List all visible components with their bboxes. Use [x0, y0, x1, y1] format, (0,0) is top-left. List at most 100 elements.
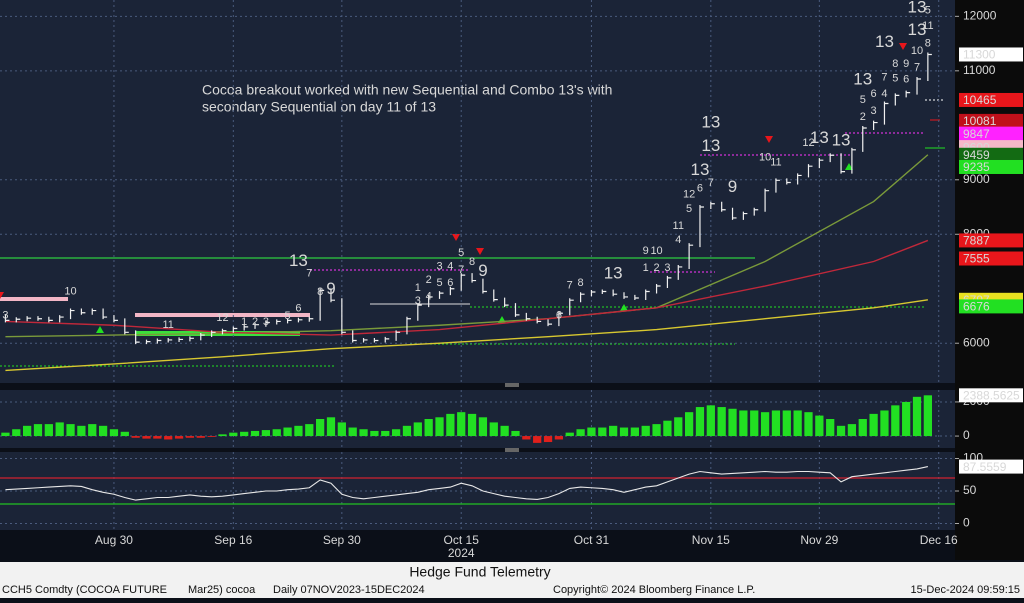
td-count: 3 [415, 295, 421, 307]
panel-handle [505, 448, 519, 452]
histogram-bar [337, 422, 346, 437]
price-bar [862, 126, 867, 152]
td-count: 10 [650, 245, 662, 257]
footer-band [0, 562, 1024, 598]
price-tag-bg [959, 147, 1023, 162]
histogram-bar [109, 429, 119, 437]
td-count: 4 [426, 290, 432, 302]
td-count: 4 [675, 234, 681, 246]
sell-arrow [0, 292, 4, 299]
sell-arrow [476, 248, 484, 255]
histogram-bar [793, 410, 802, 437]
y-tick-label: 12000 [963, 9, 997, 23]
price-tag: 6676 [963, 300, 990, 314]
histogram-bar [869, 413, 878, 437]
histogram-bar [218, 434, 227, 437]
histogram-bar [207, 436, 216, 437]
oscillator-line [5, 466, 928, 501]
td-count: 12 [683, 188, 695, 200]
td-count: 5 [436, 277, 442, 289]
panel-handle [505, 383, 519, 387]
histogram-bar [185, 436, 195, 438]
x-tick-label: Oct 15 [444, 533, 480, 547]
price-bar [341, 298, 346, 335]
price-bar [786, 178, 791, 185]
histogram-bar [316, 419, 325, 437]
x-tick-label: Sep 16 [214, 533, 252, 547]
td-count: 7 [306, 267, 312, 279]
histogram-bar [684, 412, 694, 437]
td-count: 3 [2, 309, 8, 321]
timestamp: 15-Dec-2024 09:59:15 [911, 584, 1020, 596]
histogram-bar [467, 413, 477, 437]
price-bar [417, 303, 422, 321]
histogram-bar [804, 412, 813, 437]
price-bar [69, 308, 75, 320]
x-tick-label: Aug 30 [95, 533, 133, 547]
price-bar [677, 264, 683, 280]
histogram-bar [858, 419, 867, 437]
price-tag-bg [959, 159, 1023, 174]
price-bar [818, 158, 824, 169]
td-count: 8 [317, 286, 323, 298]
price-bar [200, 333, 205, 341]
contract: Mar25) cocoa [188, 584, 256, 596]
y-tick-label: 0 [963, 516, 970, 530]
td-count: 6 [447, 277, 453, 289]
histogram-bar [598, 427, 607, 437]
histogram-bar [326, 417, 336, 437]
histogram-bar [587, 427, 596, 437]
td-count: 13 [832, 131, 851, 150]
year-label: 2024 [448, 546, 475, 560]
histogram-bar [489, 422, 498, 437]
td-count: 10 [64, 285, 76, 297]
price-bar [514, 303, 520, 317]
y-tick-label: 6000 [963, 335, 990, 349]
y-tick-label: 0 [963, 428, 970, 442]
histogram-bar [424, 419, 433, 437]
price-bar [601, 289, 607, 295]
td-count: 8 [925, 37, 931, 49]
histogram-bar [663, 420, 672, 437]
histogram-bar [543, 436, 553, 443]
histogram-bar [359, 429, 368, 437]
price-bar [406, 316, 411, 335]
histogram-bar [815, 415, 824, 437]
td-count: 10 [911, 45, 923, 57]
histogram-bar [478, 417, 488, 437]
td-count: 8 [892, 58, 898, 70]
td-count: 13 [810, 128, 829, 147]
histogram-bar [120, 431, 129, 437]
td-count: 13 [908, 20, 927, 39]
price-bar [59, 315, 64, 323]
sell-arrow [765, 136, 773, 143]
price-bar [428, 294, 433, 308]
td-count: 5 [925, 4, 931, 16]
y-tick-label: 11000 [963, 63, 996, 77]
histogram-bar [641, 425, 650, 437]
histogram-bar [77, 425, 86, 437]
histogram-bar [511, 430, 520, 437]
price-bar [124, 318, 129, 335]
price-bar [167, 337, 173, 343]
price-bar [395, 330, 401, 341]
histogram-bar [706, 405, 715, 437]
td-count: 2 [860, 111, 866, 123]
price-tag: 7555 [963, 252, 990, 266]
histogram-bar [717, 407, 726, 437]
price-bar [612, 289, 618, 297]
histogram-bar [826, 419, 835, 437]
axis-column [955, 0, 1024, 560]
price-bar [536, 316, 542, 324]
price-bar [438, 291, 444, 299]
histogram-bar [23, 425, 32, 437]
price-bar [449, 286, 455, 296]
x-tick-label: Oct 31 [574, 533, 610, 547]
histogram-bar [240, 431, 249, 437]
td-count: 8 [469, 256, 475, 268]
price-bar [471, 273, 477, 283]
price-tag-bg [959, 92, 1023, 107]
td-count: 10 [759, 151, 771, 163]
price-tag-bg [959, 251, 1023, 266]
price-bar [352, 330, 357, 343]
